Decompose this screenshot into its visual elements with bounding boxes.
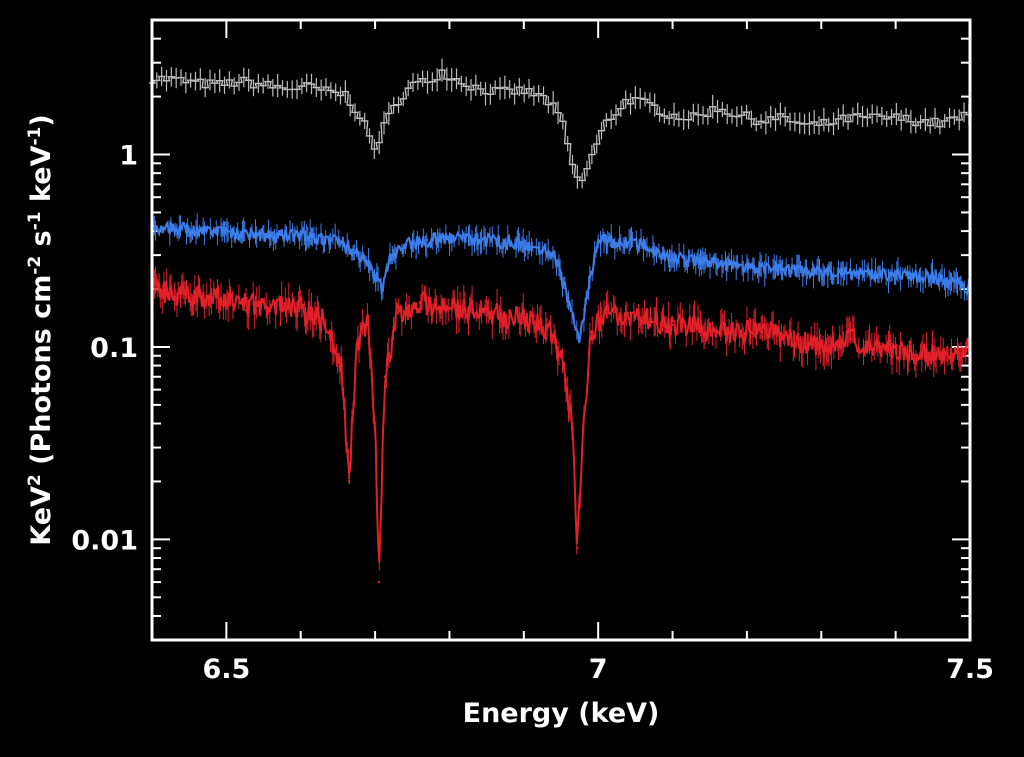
series-red-line: [151, 277, 971, 563]
series-blue-point: [329, 238, 332, 242]
series-red-point: [240, 301, 243, 304]
series-blue-point: [507, 241, 511, 244]
series-red-point: [760, 330, 763, 333]
series-blue-point: [552, 253, 555, 257]
series-red-point: [589, 330, 592, 333]
series-blue-point: [388, 256, 392, 260]
series-red-point: [299, 306, 302, 309]
series-blue-point: [782, 269, 786, 272]
series-red-point: [210, 296, 213, 300]
series-red-point: [790, 337, 793, 341]
series-red-point: [879, 345, 882, 349]
series-blue-point: [585, 296, 589, 300]
series-blue-point: [180, 227, 183, 231]
series-red-point: [180, 292, 183, 295]
series-blue-point: [425, 238, 429, 242]
series-red-point: [559, 354, 563, 357]
series-blue-point: [857, 272, 860, 275]
series-red-point: [626, 311, 630, 315]
series-red-point: [321, 317, 325, 321]
y-tick-label: 0.1: [90, 333, 138, 364]
x-tick-label: 7.5: [946, 654, 994, 685]
series-red-point: [355, 345, 358, 349]
series-blue-point: [894, 274, 897, 277]
series-blue-point: [448, 236, 451, 239]
series-red-point: [849, 337, 853, 341]
series-red-point: [269, 303, 273, 307]
x-tick-label: 6.5: [202, 654, 250, 685]
series-blue-point: [641, 243, 644, 246]
x-tick-label: 7: [589, 654, 608, 685]
series-blue-point: [745, 265, 749, 269]
series-blue-line: [151, 220, 971, 344]
y-tick-label: 1: [119, 141, 138, 172]
series-red-point: [383, 375, 386, 378]
y-axis-title: KeV2 (Photons cm-2 s-1 keV-1): [25, 114, 57, 545]
series-layer: [149, 58, 972, 584]
series-red-point: [671, 323, 674, 327]
series-red-point: [649, 317, 652, 321]
series-blue-point: [619, 241, 622, 244]
series-blue-point: [715, 262, 719, 266]
series-red-point: [544, 323, 548, 327]
series-red-point: [582, 422, 585, 425]
series-red-point: [440, 306, 444, 309]
series-red: [150, 262, 972, 584]
series-red-point: [604, 311, 607, 315]
series-blue-point: [567, 296, 570, 300]
series-red-point: [730, 330, 734, 333]
tick-labels: 6.5 7 7.5 1 0.1 0.01: [71, 141, 994, 685]
series-blue-point: [381, 287, 384, 291]
series-blue-point: [269, 234, 273, 237]
series-red-point: [366, 317, 369, 321]
series-red-point: [570, 422, 574, 425]
series-blue-point: [663, 253, 667, 257]
series-red-point: [463, 309, 466, 312]
y-tick-label: 0.01: [71, 525, 138, 556]
series-red-point: [939, 354, 942, 357]
series-blue-point: [686, 259, 689, 263]
series-blue-point: [820, 270, 823, 274]
series-red-point: [576, 546, 579, 550]
series-blue-point: [537, 245, 540, 249]
series-red-point: [347, 480, 351, 483]
series-blue: [150, 213, 972, 344]
series-blue-point: [299, 234, 302, 237]
series-red-point: [701, 327, 704, 330]
series-grey-line: [149, 69, 972, 182]
series-red-point: [418, 301, 421, 304]
series-red-point: [522, 317, 526, 321]
series-blue-point: [403, 243, 407, 246]
series-blue-point: [596, 238, 600, 242]
series-red-point: [340, 364, 343, 367]
series-red-point: [396, 311, 399, 315]
series-red-point: [492, 311, 496, 315]
series-blue-point: [240, 232, 243, 235]
series-blue-point: [366, 259, 369, 263]
plot-frame: [150, 18, 972, 642]
series-blue-point: [478, 238, 481, 242]
series-red-point: [909, 350, 912, 353]
series-blue-point: [351, 248, 354, 251]
series-red-point: [820, 345, 823, 349]
series-red-point: [373, 422, 377, 425]
x-axis-title: Energy (keV): [463, 698, 660, 729]
series-blue-point: [931, 276, 935, 279]
series-blue-point: [578, 337, 581, 341]
series-blue-point: [210, 229, 213, 233]
series-red-point: [377, 580, 381, 584]
series-grey: [149, 58, 972, 189]
